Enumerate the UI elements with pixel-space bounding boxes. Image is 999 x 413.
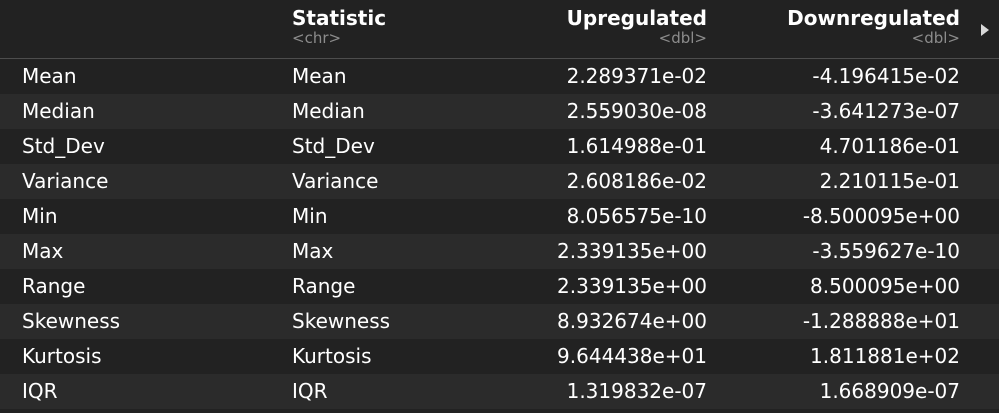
downregulated-cell: -1.288888e+01 [802,309,960,333]
downregulated-cell: 1.811881e+02 [810,344,960,368]
table-row: Skewness Skewness 8.932674e+00 -1.288888e+0… [0,304,999,339]
column-header-statistic[interactable]: Statistic <chr> [292,6,386,47]
downregulated-cell: 8.500095e+00 [810,274,960,298]
column-header-upregulated[interactable]: Upregulated <dbl> [567,6,707,47]
row-name-cell: Range [22,274,86,298]
table-row: Kurtosis Kurtosis 9.644438e+01 1.811881e+02 [0,339,999,374]
table-row: Std_Dev Std_Dev 1.614988e-01 4.701186e-01 [0,129,999,164]
next-columns-triangle-right-icon[interactable] [981,24,989,36]
downregulated-cell: 2.210115e-01 [819,169,960,193]
table-row: Median Median 2.559030e-08 -3.641273e-07 [0,94,999,129]
statistic-cell: Std_Dev [292,134,375,158]
column-name: Statistic [292,6,387,30]
statistic-cell: Median [292,99,365,123]
downregulated-cell: 4.701186e-01 [819,134,960,158]
row-name-cell: Skewness [22,309,121,333]
upregulated-cell: 2.339135e+00 [557,239,707,263]
statistic-cell: Max [292,239,334,263]
column-type: <dbl> [911,29,960,47]
table-row: Mean Mean 2.289371e-02 -4.196415e-02 [0,59,999,94]
downregulated-cell: -4.196415e-02 [812,64,960,88]
upregulated-cell: 1.319832e-07 [566,379,707,403]
downregulated-cell: -8.500095e+00 [802,204,960,228]
statistic-cell: Kurtosis [292,344,372,368]
column-name: Upregulated [566,6,707,30]
column-type: <dbl> [658,29,707,47]
row-name-cell: Mean [22,64,77,88]
row-name-cell: IQR [22,379,58,403]
table-row: IQR IQR 1.319832e-07 1.668909e-07 [0,374,999,409]
upregulated-cell: 9.644438e+01 [557,344,707,368]
downregulated-cell: -3.641273e-07 [812,99,960,123]
downregulated-cell: -3.559627e-10 [812,239,960,263]
row-name-cell: Kurtosis [22,344,102,368]
column-name: Downregulated [787,6,960,30]
statistic-cell: Variance [292,169,379,193]
row-name-cell: Std_Dev [22,134,105,158]
statistic-cell: IQR [292,379,328,403]
upregulated-cell: 2.559030e-08 [566,99,707,123]
upregulated-cell: 2.339135e+00 [557,274,707,298]
upregulated-cell: 2.608186e-02 [566,169,707,193]
table-row: Variance Variance 2.608186e-02 2.210115e-01 [0,164,999,199]
upregulated-cell: 8.056575e-10 [566,204,707,228]
table-row: Min Min 8.056575e-10 -8.500095e+00 [0,199,999,234]
statistic-cell: Skewness [292,309,391,333]
upregulated-cell: 2.289371e-02 [566,64,707,88]
table-body: Mean Mean 2.289371e-02 -4.196415e-02 Median M… [0,59,999,409]
row-name-cell: Max [22,239,64,263]
table-row: Range Range 2.339135e+00 8.500095e+00 [0,269,999,304]
row-name-cell: Variance [22,169,109,193]
row-name-cell: Min [22,204,58,228]
statistic-cell: Mean [292,64,347,88]
downregulated-cell: 1.668909e-07 [819,379,960,403]
table-header: Statistic <chr> Upregulated <dbl> Downre… [0,0,999,59]
statistic-cell: Range [292,274,356,298]
upregulated-cell: 8.932674e+00 [557,309,707,333]
table-row: Max Max 2.339135e+00 -3.559627e-10 [0,234,999,269]
column-type: <chr> [292,29,342,47]
statistic-cell: Min [292,204,328,228]
row-name-cell: Median [22,99,95,123]
upregulated-cell: 1.614988e-01 [566,134,707,158]
column-header-downregulated[interactable]: Downregulated <dbl> [787,6,960,47]
